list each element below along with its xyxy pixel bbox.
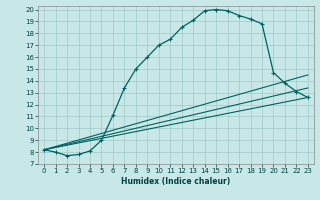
X-axis label: Humidex (Indice chaleur): Humidex (Indice chaleur) [121,177,231,186]
